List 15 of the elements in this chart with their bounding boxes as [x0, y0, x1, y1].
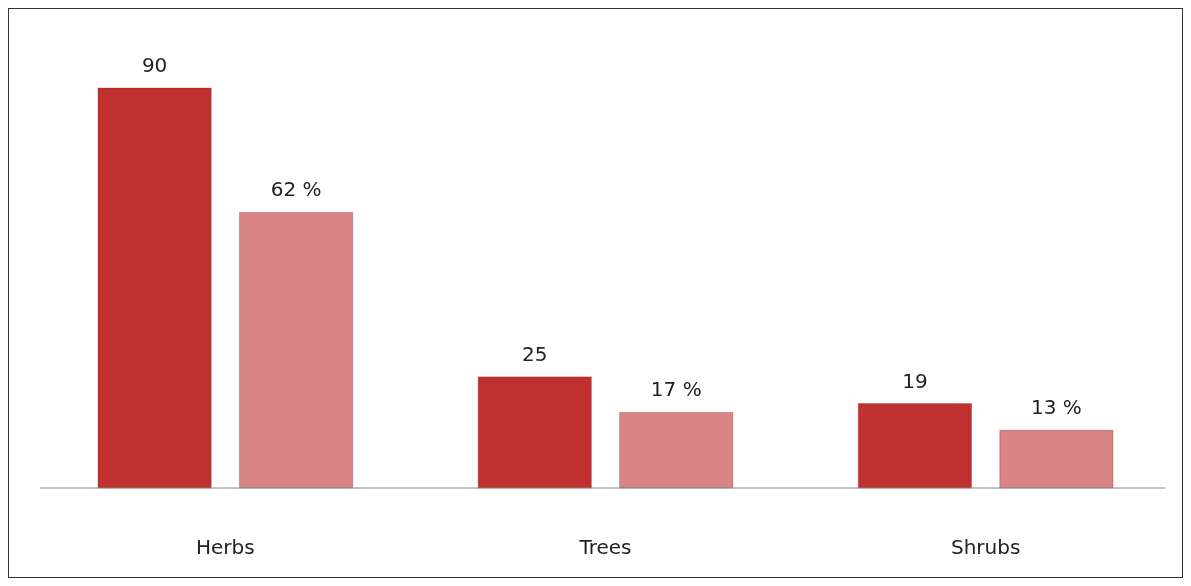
data-label: 17 %	[650, 377, 702, 402]
data-label: 62 %	[270, 177, 322, 202]
bar	[97, 87, 212, 489]
x-tick-label: Trees	[578, 535, 632, 559]
bar	[857, 403, 972, 489]
data-label: 25	[522, 341, 548, 366]
x-tick-label: Herbs	[196, 535, 255, 559]
bar	[619, 411, 734, 489]
bar	[477, 376, 592, 489]
data-label: 19	[902, 368, 928, 393]
bar	[999, 429, 1114, 489]
x-tick-label: Shrubs	[950, 535, 1021, 559]
data-label: 13 %	[1030, 395, 1082, 420]
bar	[239, 211, 354, 489]
data-label: 90	[141, 53, 168, 77]
